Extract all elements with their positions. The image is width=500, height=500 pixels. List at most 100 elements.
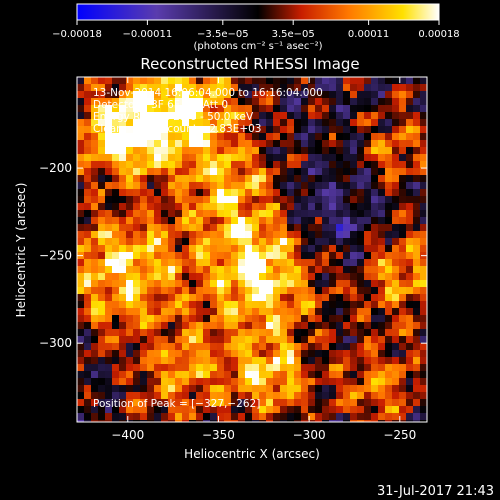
heatmap-cell	[98, 336, 105, 343]
heatmap-cell	[224, 336, 231, 343]
heatmap-cell	[133, 224, 140, 231]
heatmap-cell	[420, 294, 427, 301]
heatmap-cell	[378, 161, 385, 168]
heatmap-cell	[266, 294, 273, 301]
heatmap-cell	[98, 343, 105, 350]
heatmap-cell	[175, 287, 182, 294]
heatmap-cell	[147, 238, 154, 245]
heatmap-cell	[350, 245, 357, 252]
heatmap-cell	[98, 154, 105, 161]
heatmap-cell	[343, 203, 350, 210]
heatmap-cell	[105, 217, 112, 224]
heatmap-cell	[308, 189, 315, 196]
heatmap-cell	[231, 252, 238, 259]
heatmap-cell	[161, 308, 168, 315]
heatmap-cell	[294, 91, 301, 98]
heatmap-cell	[182, 280, 189, 287]
heatmap-cell	[420, 406, 427, 413]
heatmap-cell	[259, 231, 266, 238]
heatmap-cell	[84, 126, 91, 133]
heatmap-cell	[182, 84, 189, 91]
heatmap-cell	[413, 357, 420, 364]
heatmap-cell	[140, 84, 147, 91]
heatmap-cell	[140, 252, 147, 259]
heatmap-cell	[245, 364, 252, 371]
heatmap-cell	[294, 343, 301, 350]
heatmap-cell	[371, 231, 378, 238]
heatmap-cell	[315, 154, 322, 161]
heatmap-cell	[343, 161, 350, 168]
heatmap-cell	[105, 308, 112, 315]
heatmap-cell	[399, 77, 406, 84]
heatmap-cell	[378, 98, 385, 105]
heatmap-cell	[252, 105, 259, 112]
heatmap-cell	[91, 105, 98, 112]
heatmap-cell	[343, 182, 350, 189]
heatmap-cell	[336, 77, 343, 84]
heatmap-cell	[420, 231, 427, 238]
heatmap-cell	[392, 371, 399, 378]
heatmap-cell	[196, 378, 203, 385]
heatmap-cell	[168, 252, 175, 259]
heatmap-cell	[182, 294, 189, 301]
heatmap-cell	[84, 259, 91, 266]
heatmap-cell	[126, 154, 133, 161]
heatmap-cell	[91, 217, 98, 224]
heatmap-cell	[154, 273, 161, 280]
heatmap-cell	[189, 119, 196, 126]
heatmap-cell	[308, 385, 315, 392]
heatmap-cell	[84, 245, 91, 252]
heatmap-cell	[189, 252, 196, 259]
heatmap-cell	[245, 154, 252, 161]
heatmap-cell	[280, 168, 287, 175]
heatmap-cell	[161, 315, 168, 322]
heatmap-cell	[308, 133, 315, 140]
heatmap-cell	[105, 406, 112, 413]
heatmap-cell	[399, 189, 406, 196]
heatmap-cell	[301, 329, 308, 336]
heatmap-cell	[231, 406, 238, 413]
heatmap-cell	[406, 266, 413, 273]
heatmap-cell	[280, 420, 287, 422]
heatmap-cell	[245, 203, 252, 210]
heatmap-cell	[287, 287, 294, 294]
heatmap-cell	[154, 287, 161, 294]
heatmap-cell	[294, 224, 301, 231]
heatmap-cell	[168, 378, 175, 385]
heatmap-cell	[322, 287, 329, 294]
heatmap-cell	[413, 273, 420, 280]
heatmap-cell	[126, 119, 133, 126]
heatmap-cell	[98, 203, 105, 210]
heatmap-cell	[287, 105, 294, 112]
heatmap-cell	[196, 280, 203, 287]
heatmap-cell	[252, 182, 259, 189]
heatmap-cell	[231, 364, 238, 371]
heatmap-cell	[378, 399, 385, 406]
heatmap-cell	[413, 126, 420, 133]
heatmap-cell	[399, 182, 406, 189]
heatmap-cell	[196, 266, 203, 273]
heatmap-cell	[266, 238, 273, 245]
heatmap-cell	[224, 322, 231, 329]
heatmap-cell	[287, 385, 294, 392]
heatmap-cell	[301, 119, 308, 126]
heatmap-cell	[378, 259, 385, 266]
heatmap-cell	[350, 147, 357, 154]
heatmap-cell	[84, 343, 91, 350]
heatmap-cell	[385, 231, 392, 238]
heatmap-cell	[182, 322, 189, 329]
heatmap-cell	[77, 126, 84, 133]
heatmap-cell	[392, 217, 399, 224]
heatmap-cell	[308, 364, 315, 371]
heatmap-cell	[98, 217, 105, 224]
heatmap-cell	[336, 413, 343, 420]
heatmap-cell	[315, 161, 322, 168]
heatmap-cell	[133, 84, 140, 91]
heatmap-cell	[301, 357, 308, 364]
heatmap-cell	[329, 301, 336, 308]
heatmap-cell	[301, 217, 308, 224]
heatmap-cell	[406, 364, 413, 371]
heatmap-cell	[329, 413, 336, 420]
heatmap-cell	[182, 196, 189, 203]
heatmap-cell	[385, 385, 392, 392]
